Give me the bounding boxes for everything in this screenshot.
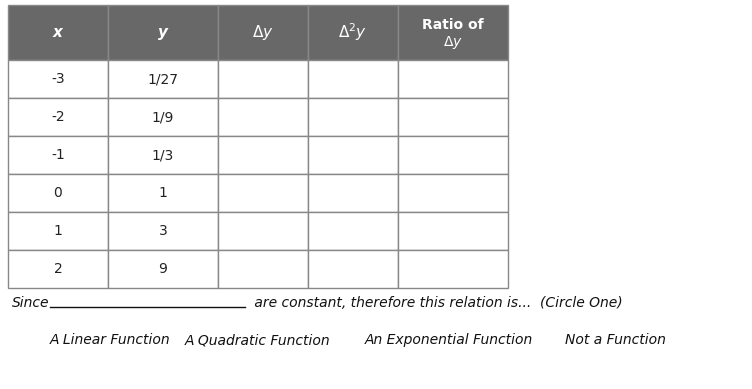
Text: -3: -3 xyxy=(51,72,65,86)
Bar xyxy=(8,174,108,212)
Text: 1/3: 1/3 xyxy=(152,148,174,162)
Bar xyxy=(398,250,508,288)
Text: 0: 0 xyxy=(53,186,62,200)
Bar xyxy=(8,250,108,288)
Text: Not a Function: Not a Function xyxy=(565,333,666,347)
Bar xyxy=(308,250,398,288)
Bar xyxy=(218,250,308,288)
Text: $\Delta^2 y$: $\Delta^2 y$ xyxy=(338,22,368,43)
Bar xyxy=(308,5,398,60)
Text: Ratio of: Ratio of xyxy=(422,18,484,32)
Bar xyxy=(398,5,508,60)
Bar xyxy=(218,98,308,136)
Bar xyxy=(108,174,218,212)
Bar xyxy=(308,212,398,250)
Bar xyxy=(218,174,308,212)
Text: An Exponential Function: An Exponential Function xyxy=(365,333,533,347)
Bar xyxy=(218,212,308,250)
Bar xyxy=(308,98,398,136)
Bar xyxy=(8,5,108,60)
Text: A Linear Function: A Linear Function xyxy=(50,333,171,347)
Bar xyxy=(8,212,108,250)
Text: y: y xyxy=(158,25,168,40)
Text: 1: 1 xyxy=(53,224,62,238)
Text: $\Delta y$: $\Delta y$ xyxy=(252,23,274,42)
Bar xyxy=(398,212,508,250)
Bar xyxy=(218,60,308,98)
Text: -1: -1 xyxy=(51,148,65,162)
Bar xyxy=(108,98,218,136)
Bar xyxy=(398,136,508,174)
Bar xyxy=(398,98,508,136)
Bar xyxy=(8,60,108,98)
Bar xyxy=(398,60,508,98)
Bar xyxy=(218,5,308,60)
Text: A Quadratic Function: A Quadratic Function xyxy=(185,333,331,347)
Bar xyxy=(398,174,508,212)
Bar xyxy=(308,60,398,98)
Text: 1: 1 xyxy=(159,186,168,200)
Bar xyxy=(308,174,398,212)
Bar xyxy=(8,98,108,136)
Text: are constant, therefore this relation is...  (Circle One): are constant, therefore this relation is… xyxy=(250,296,623,310)
Text: 3: 3 xyxy=(159,224,168,238)
Text: Since: Since xyxy=(12,296,50,310)
Bar xyxy=(308,136,398,174)
Text: 9: 9 xyxy=(159,262,168,276)
Text: -2: -2 xyxy=(51,110,65,124)
Bar xyxy=(218,136,308,174)
Bar xyxy=(108,212,218,250)
Bar xyxy=(8,136,108,174)
Text: 2: 2 xyxy=(53,262,62,276)
Text: x: x xyxy=(53,25,63,40)
Bar xyxy=(108,250,218,288)
Bar xyxy=(108,136,218,174)
Bar xyxy=(108,5,218,60)
Bar xyxy=(108,60,218,98)
Text: $\Delta y$: $\Delta y$ xyxy=(443,34,463,51)
Text: 1/27: 1/27 xyxy=(147,72,178,86)
Text: 1/9: 1/9 xyxy=(152,110,174,124)
